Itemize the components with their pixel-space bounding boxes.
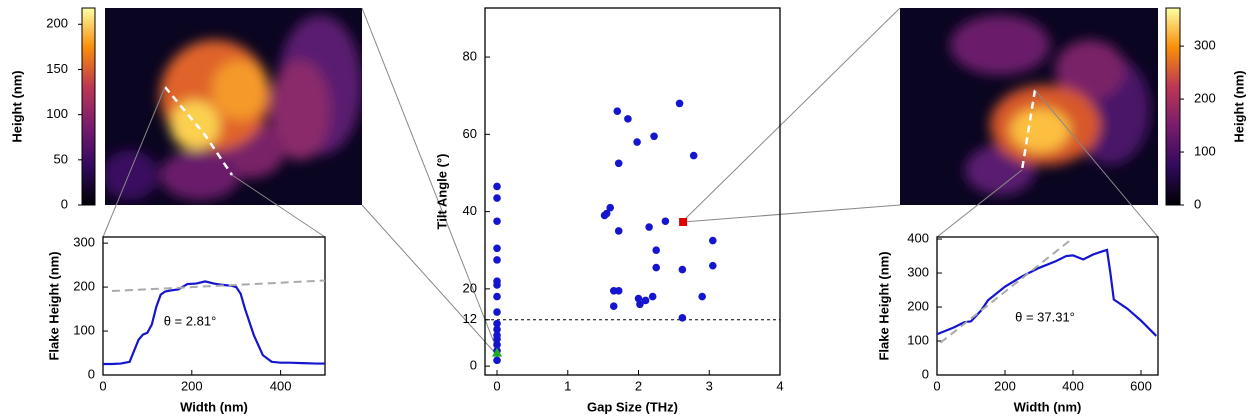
y-tick-label: 300 bbox=[907, 264, 929, 279]
point bbox=[493, 308, 501, 316]
point bbox=[493, 217, 501, 226]
profile-line bbox=[936, 248, 1158, 337]
y-axis-label: Flake Height (nm) bbox=[46, 251, 61, 360]
x-tick-label: 3 bbox=[706, 378, 713, 393]
y-tick-label: 60 bbox=[463, 126, 477, 141]
point bbox=[493, 325, 501, 334]
point bbox=[678, 314, 687, 322]
y-tick-label: 400 bbox=[907, 230, 929, 245]
afm-image-left bbox=[105, 8, 362, 205]
point bbox=[678, 265, 687, 274]
point bbox=[493, 292, 501, 301]
point bbox=[493, 194, 501, 202]
point bbox=[645, 223, 653, 231]
colorbar-tick-label: 0 bbox=[1194, 196, 1201, 211]
x-tick-label: 600 bbox=[1130, 378, 1152, 393]
y-tick-label: 20 bbox=[463, 280, 477, 295]
point bbox=[708, 261, 717, 270]
point bbox=[614, 227, 623, 235]
afm-image-right bbox=[900, 8, 1158, 205]
plot-frame bbox=[484, 7, 781, 376]
point bbox=[679, 217, 688, 226]
x-axis-label: Width (nm) bbox=[1014, 399, 1082, 414]
y-tick-label: 200 bbox=[907, 298, 929, 313]
x-tick-label: 0 bbox=[99, 378, 106, 393]
y-axis-label: Flake Height (nm) bbox=[876, 251, 891, 360]
x-axis-label: Gap Size (THz) bbox=[587, 399, 678, 414]
y-tick-label: 200 bbox=[73, 279, 95, 294]
point bbox=[624, 115, 632, 123]
point bbox=[606, 203, 615, 212]
point bbox=[689, 151, 698, 160]
point bbox=[650, 132, 658, 141]
point bbox=[661, 217, 670, 226]
x-tick-label: 4 bbox=[776, 378, 783, 393]
point bbox=[614, 159, 623, 168]
y-tick-label: 100 bbox=[73, 322, 95, 337]
point bbox=[493, 281, 501, 289]
point bbox=[493, 256, 501, 264]
x-tick-label: 2 bbox=[635, 378, 642, 393]
colorbar-tick-label: 0 bbox=[61, 196, 68, 211]
point bbox=[492, 347, 503, 357]
point bbox=[493, 341, 501, 349]
colorbar-tick-label: 100 bbox=[1194, 143, 1216, 158]
point bbox=[633, 138, 641, 146]
plot-frame bbox=[936, 236, 1159, 376]
y-tick-label: 40 bbox=[463, 203, 477, 218]
y-tick-label: 100 bbox=[907, 332, 929, 347]
x-tick-label: 200 bbox=[181, 378, 203, 393]
y-axis-label: Height (nm) bbox=[9, 70, 24, 142]
point bbox=[708, 236, 717, 245]
point bbox=[641, 296, 650, 305]
colorbar-tick-label: 200 bbox=[46, 16, 68, 31]
point bbox=[648, 292, 657, 301]
point bbox=[698, 292, 706, 301]
x-tick-label: 400 bbox=[270, 378, 292, 393]
x-tick-label: 200 bbox=[994, 378, 1016, 393]
y-tick-label: 0 bbox=[88, 366, 95, 381]
point bbox=[652, 263, 660, 272]
y-tick-label: 0 bbox=[470, 358, 477, 373]
colorbar-tick-label: 200 bbox=[1194, 91, 1216, 106]
y-tick-label: 0 bbox=[922, 366, 929, 381]
point bbox=[634, 294, 643, 303]
colorbar-tick-label: 150 bbox=[46, 61, 68, 76]
y-tick-label: 300 bbox=[73, 235, 95, 250]
point bbox=[675, 99, 684, 108]
fit-line bbox=[111, 279, 326, 293]
annotation: θ = 2.81° bbox=[164, 313, 217, 328]
colorbar-tick-label: 50 bbox=[54, 151, 68, 166]
x-axis-label: Width (nm) bbox=[180, 399, 248, 414]
point bbox=[636, 300, 644, 309]
point bbox=[493, 182, 501, 191]
point bbox=[613, 107, 622, 115]
y-tick-label: 12 bbox=[463, 311, 477, 326]
fit-line bbox=[939, 239, 1071, 344]
point bbox=[493, 319, 501, 328]
annotation: θ = 37.31° bbox=[1015, 309, 1075, 324]
colorbar-tick-label: 300 bbox=[1194, 38, 1216, 53]
point bbox=[600, 211, 609, 220]
x-tick-label: 0 bbox=[933, 378, 940, 393]
point bbox=[609, 302, 618, 311]
colorbar bbox=[81, 7, 96, 206]
colorbar bbox=[1165, 7, 1181, 206]
x-tick-label: 1 bbox=[564, 378, 571, 393]
x-tick-label: 400 bbox=[1062, 378, 1084, 393]
y-axis-label: Tilt Angle (°) bbox=[434, 154, 449, 230]
x-tick-label: 0 bbox=[493, 378, 500, 393]
point bbox=[614, 286, 623, 295]
y-axis-label: Height (nm) bbox=[1231, 70, 1246, 142]
y-tick-label: 80 bbox=[463, 48, 477, 63]
point bbox=[493, 335, 501, 343]
colorbar-tick-label: 100 bbox=[46, 106, 68, 121]
connector-lines bbox=[102, 7, 1159, 356]
plot-frame bbox=[102, 236, 326, 376]
point bbox=[652, 246, 660, 255]
point bbox=[493, 244, 501, 253]
point bbox=[493, 356, 501, 365]
profile-line bbox=[103, 280, 325, 366]
